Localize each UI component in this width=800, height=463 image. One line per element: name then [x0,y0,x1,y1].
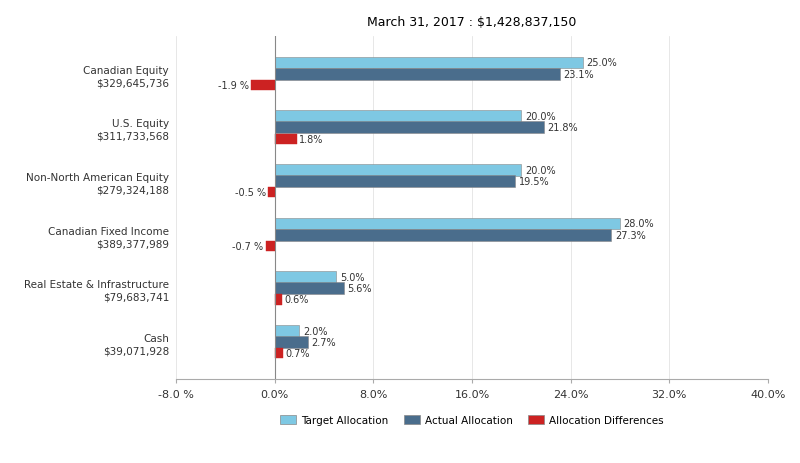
Text: -1.9 %: -1.9 % [218,81,249,91]
Bar [274,164,522,176]
Bar [274,272,336,283]
Text: 5.6%: 5.6% [347,284,372,294]
Bar [274,336,308,348]
Text: 2.7%: 2.7% [312,337,336,347]
Text: -0.7 %: -0.7 % [233,241,263,251]
Bar [274,229,611,241]
Bar [274,175,515,188]
Bar [274,69,559,81]
Bar [274,295,282,305]
Text: 21.8%: 21.8% [547,123,578,133]
Text: -0.5 %: -0.5 % [235,188,266,198]
Title: March 31, 2017 : $1,428,837,150: March 31, 2017 : $1,428,837,150 [367,16,577,29]
Bar [269,188,274,198]
Text: 2.0%: 2.0% [303,326,327,336]
Text: 0.6%: 0.6% [285,295,309,305]
Bar [274,283,344,294]
Legend: Target Allocation, Actual Allocation, Allocation Differences: Target Allocation, Actual Allocation, Al… [276,411,668,429]
Text: 20.0%: 20.0% [525,165,556,175]
Text: 19.5%: 19.5% [519,176,550,187]
Text: 25.0%: 25.0% [586,58,618,69]
Text: 20.0%: 20.0% [525,112,556,122]
Bar [274,122,543,134]
Bar [274,348,283,358]
Text: 1.8%: 1.8% [299,134,324,144]
Text: 0.7%: 0.7% [286,348,310,358]
Bar [266,241,274,251]
Bar [274,134,297,144]
Bar [274,57,583,69]
Text: 23.1%: 23.1% [563,69,594,80]
Bar [274,325,299,337]
Bar [274,218,620,230]
Text: 5.0%: 5.0% [340,272,365,282]
Text: 28.0%: 28.0% [624,219,654,229]
Bar [251,81,274,91]
Text: 27.3%: 27.3% [615,230,646,240]
Bar [274,111,522,123]
